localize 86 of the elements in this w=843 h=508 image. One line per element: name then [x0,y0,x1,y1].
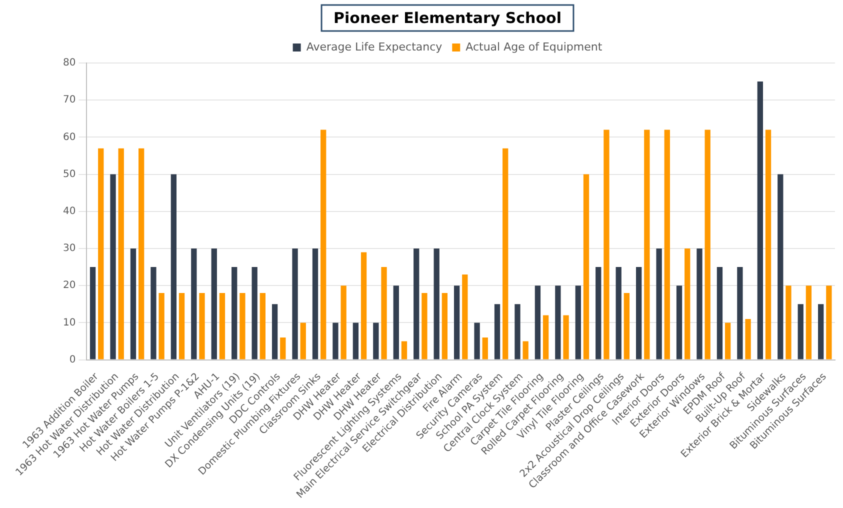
bar [454,286,460,360]
bar [191,248,197,360]
bar [745,318,751,360]
bar [778,174,784,360]
bar [150,267,156,360]
bar [110,174,116,360]
bar [514,304,520,360]
y-tick-label: 70 [62,94,76,106]
bar [757,82,764,360]
bar [737,267,743,360]
bar [806,286,812,360]
bar [583,174,590,360]
bar [724,322,731,360]
bar [373,322,379,360]
bar [252,267,258,360]
bar [696,248,702,360]
bar [240,293,246,360]
bar [312,248,318,360]
bar [300,322,306,360]
bar [522,341,528,360]
bar [502,148,508,360]
bar [414,248,420,360]
bar [130,248,136,360]
bar [98,148,104,360]
bar [542,315,549,360]
bar [798,304,804,360]
bar [462,274,468,360]
y-tick-label: 40 [62,206,76,217]
bar [232,267,238,360]
bar [340,286,346,360]
bar [118,148,124,360]
bar [656,248,662,360]
bar [320,130,326,360]
bar [604,130,610,360]
bar [636,267,642,360]
bar [716,267,723,360]
legend-label: Average Life Expectancy [306,40,443,54]
bar [624,293,630,360]
y-tick-label: 0 [69,354,76,366]
bar [765,130,772,360]
bar [178,293,185,360]
bar [272,304,278,360]
bar [401,341,408,360]
bar [494,304,500,360]
bar [199,293,205,360]
bar [555,286,561,360]
bar [676,286,682,360]
y-tick-label: 20 [62,280,76,292]
bar [563,315,569,360]
bar [352,322,359,360]
y-tick-label: 60 [62,132,76,143]
bar [138,148,144,360]
bar [818,304,824,360]
bar [616,267,622,360]
bar [704,130,710,360]
bar [211,248,217,360]
bar [292,248,298,360]
y-tick-label: 30 [62,243,76,254]
bar [260,293,266,360]
bar [90,267,96,360]
bar [170,174,177,360]
bar [534,286,541,360]
bar [381,267,387,360]
bar [393,286,399,360]
bar [422,293,428,360]
y-tick-label: 50 [62,168,76,180]
bar [360,252,367,360]
bar [664,130,670,360]
bar [644,130,650,360]
bar [219,293,226,360]
bar [442,293,448,360]
bar [826,286,832,360]
bar [684,248,690,360]
legend-label: Actual Age of Equipment [466,40,603,54]
bar [596,267,602,360]
bar [575,286,581,360]
bar [332,322,338,360]
bar [786,286,792,360]
y-tick-label: 80 [62,58,76,69]
bar [280,338,286,360]
chart-title: Pioneer Elementary School [334,8,562,27]
bar [474,322,480,360]
y-tick-label: 10 [62,317,76,328]
bar [482,338,488,360]
bar [158,293,164,360]
bar [434,248,440,360]
